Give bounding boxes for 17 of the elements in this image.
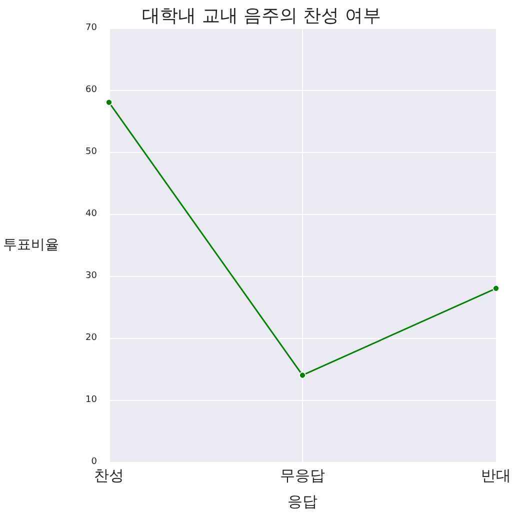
y-axis-title: 투표비율 [3,237,59,253]
y-tick-label: 70 [86,23,98,33]
point [492,285,500,292]
point [299,372,306,379]
y-tick-label: 30 [86,271,98,281]
y-tick-label: 40 [86,209,98,219]
x-tick-label: 반대 [481,466,511,484]
x-axis-title: 응답 [288,492,318,510]
x-tick-label: 무응답 [280,466,325,484]
y-tick-label: 20 [86,333,98,343]
y-tick-label: 60 [86,85,98,95]
y-tick-label: 10 [86,395,98,405]
y-tick-label: 50 [86,147,98,157]
point [106,99,112,106]
y-tick-label: 0 [91,457,98,467]
chart-title: 대학내 교내 음주의 찬성 여부 [142,6,381,26]
x-tick-label: 찬성 [94,466,124,484]
